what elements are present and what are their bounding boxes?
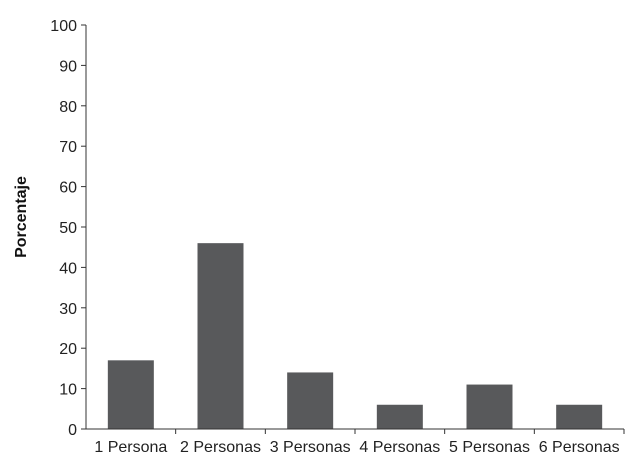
x-category-label-4: 4 Personas (359, 439, 440, 456)
y-tick-label-80: 80 (59, 99, 77, 116)
y-tick-label-90: 90 (59, 58, 77, 75)
bar-2 (197, 243, 244, 429)
y-tick-label-0: 0 (68, 422, 77, 439)
y-tick-label-40: 40 (59, 260, 77, 277)
bar-1 (107, 360, 154, 429)
x-axis: 1 Persona 2 Personas 3 Personas 4 Personas 5… (86, 428, 625, 456)
y-tick-label-100: 100 (50, 18, 77, 35)
x-category-label-5: 5 Personas (449, 439, 530, 456)
bar-4 (376, 404, 423, 429)
x-category-label-3: 3 Personas (270, 439, 351, 456)
bar-5 (466, 384, 513, 429)
y-axis: 0 10 20 30 40 50 60 70 80 90 100 (50, 18, 87, 439)
bars-layer (107, 243, 603, 429)
x-category-label-6: 6 Personas (539, 439, 620, 456)
y-axis-title: Porcentaje (13, 176, 30, 258)
y-tick-label-50: 50 (59, 220, 77, 237)
y-tick-label-30: 30 (59, 301, 77, 318)
y-tick-label-70: 70 (59, 139, 77, 156)
bar-6 (556, 404, 603, 429)
x-category-label-1: 1 Persona (94, 439, 167, 456)
y-tick-label-10: 10 (59, 382, 77, 399)
bar-3 (287, 372, 334, 429)
x-category-label-2: 2 Personas (180, 439, 261, 456)
y-tick-label-60: 60 (59, 180, 77, 197)
y-tick-label-20: 20 (59, 341, 77, 358)
